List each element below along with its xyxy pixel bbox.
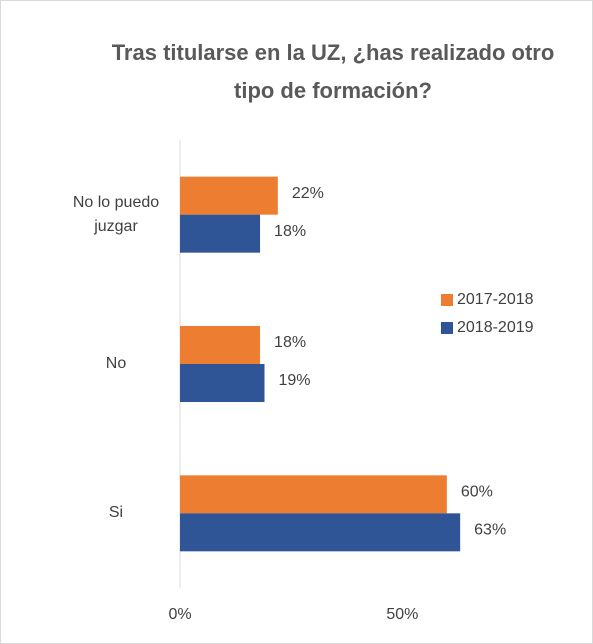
bar xyxy=(180,214,261,253)
legend-swatch xyxy=(441,322,453,334)
value-label: 19% xyxy=(278,372,310,389)
bar xyxy=(180,326,261,364)
value-label: 22% xyxy=(292,185,324,202)
y-tick-label: Si xyxy=(108,504,124,522)
x-tick-label: 0% xyxy=(168,606,191,623)
value-label: 63% xyxy=(474,522,506,539)
value-label: 18% xyxy=(274,334,306,351)
legend-label: 2018-2019 xyxy=(457,319,534,336)
chart-title: Tras titularse en la UZ, ¿has realizado … xyxy=(111,40,555,103)
legend-label: 2017-2018 xyxy=(457,291,534,308)
legend-swatch xyxy=(441,294,453,306)
value-label: 60% xyxy=(461,484,493,501)
value-label: 18% xyxy=(274,223,306,240)
bar xyxy=(180,475,447,514)
bar xyxy=(180,364,265,402)
y-tick-label: No xyxy=(105,355,127,372)
x-tick-label: 50% xyxy=(386,606,418,623)
bar xyxy=(180,176,278,215)
bar xyxy=(180,513,461,552)
y-tick-label: No lo puedo juzgar xyxy=(72,193,160,235)
